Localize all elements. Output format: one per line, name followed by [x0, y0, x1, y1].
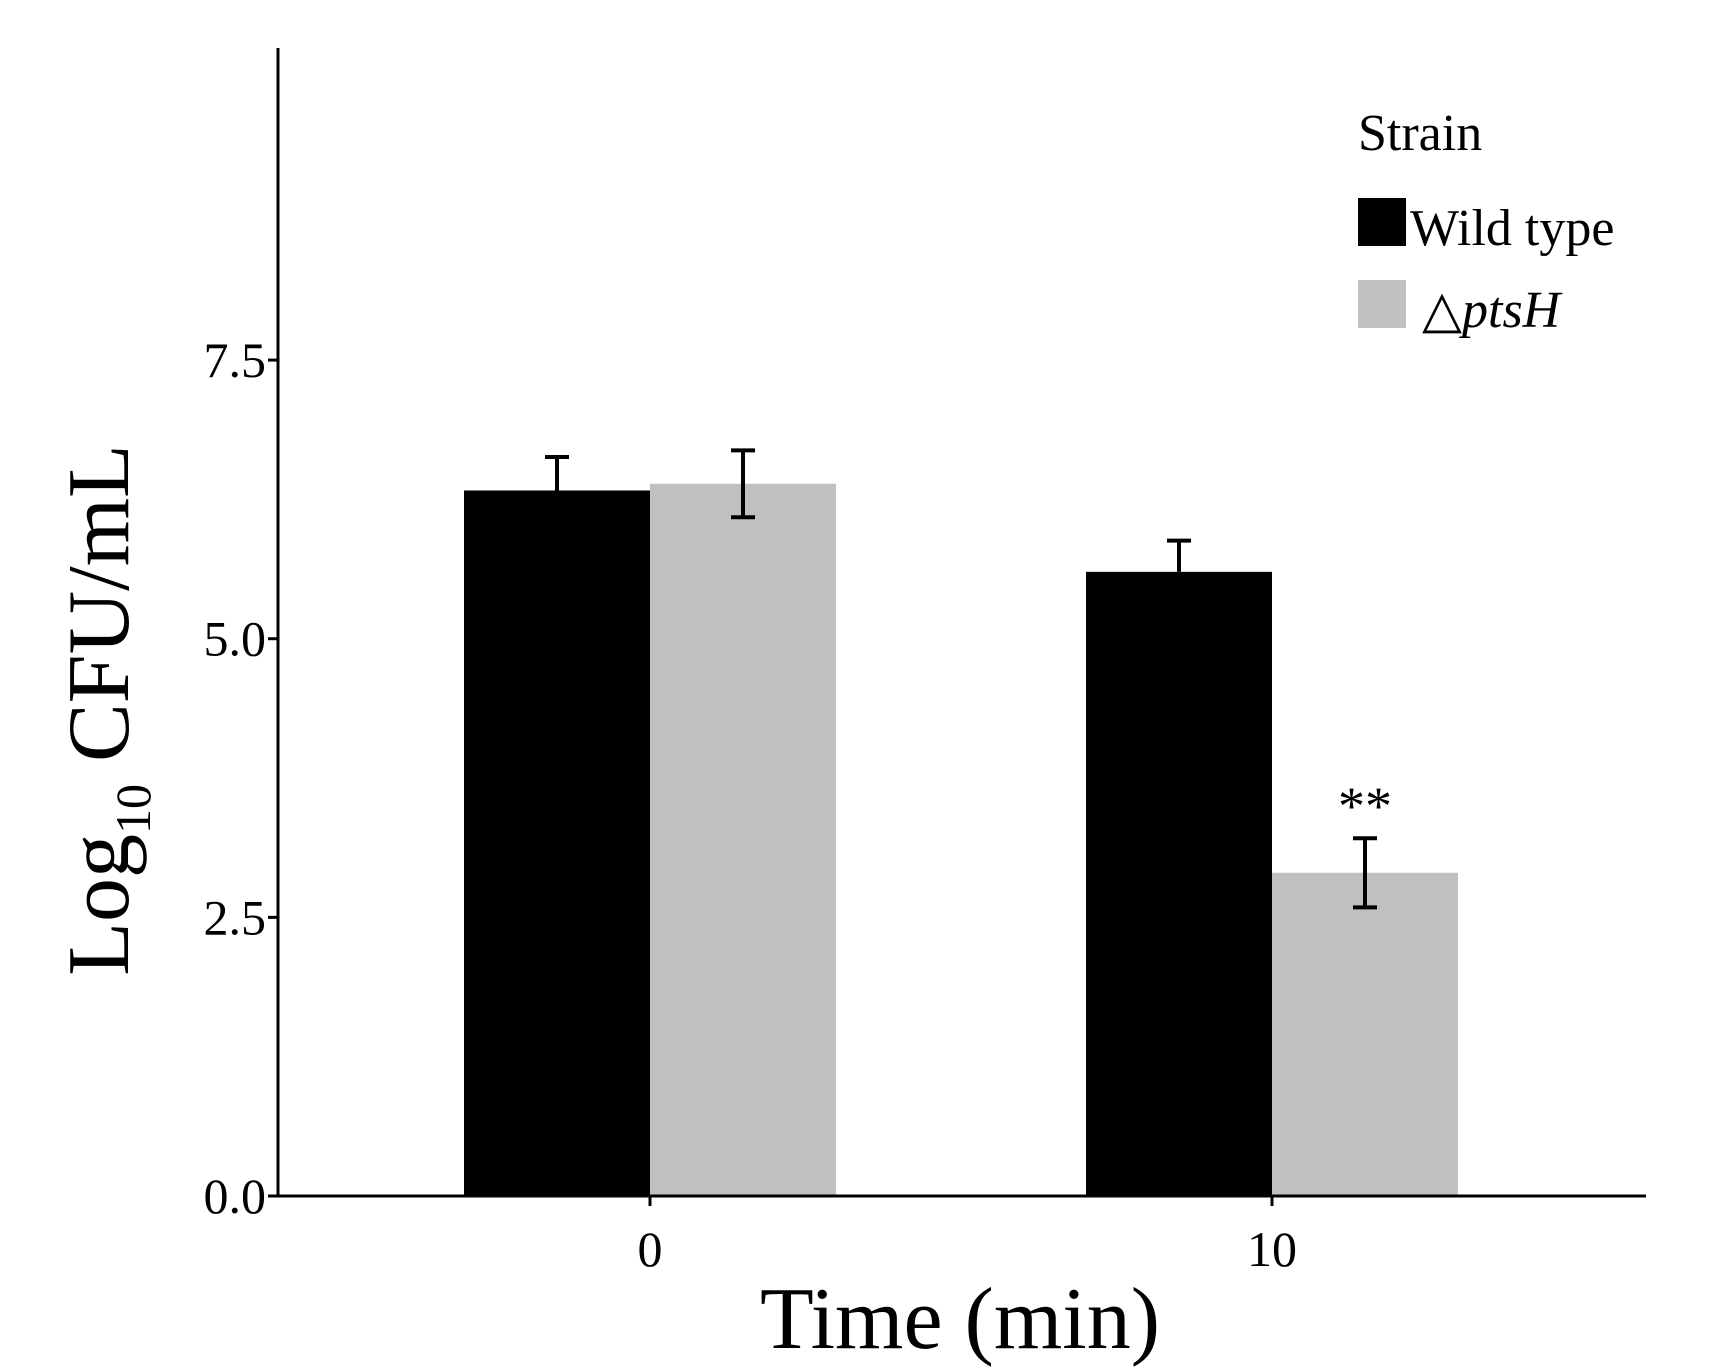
legend-label-ptsh-symbol: △: [1422, 282, 1462, 339]
bar-series0-cat0: [464, 490, 650, 1196]
y-axis-label-subscript: 10: [105, 784, 161, 834]
y-tick-label: 0.0: [204, 1168, 267, 1224]
bars-group: [464, 483, 1458, 1196]
y-axis-label: Log10 CFU/mL: [51, 444, 161, 976]
legend-label-ptsh: △ptsH: [1422, 282, 1563, 339]
legend-swatch-ptsh: [1358, 280, 1406, 328]
error-bar-series1-cat1: [1353, 836, 1377, 910]
bar-series1-cat0: [650, 483, 836, 1196]
legend-label-ptsh-italic: ptsH: [1458, 282, 1563, 339]
y-ticks-group: 0.0 2.5 5.0 7.5: [204, 332, 278, 1224]
error-bar-series1-cat0: [731, 448, 755, 520]
x-ticks-group: 0 10: [638, 1196, 1297, 1277]
y-tick-label: 5.0: [204, 611, 267, 667]
bar-series1-cat1: [1272, 872, 1458, 1196]
legend-swatch-wild-type: [1358, 198, 1406, 246]
significance-annotation: **: [1338, 776, 1392, 836]
annotations-group: **: [1338, 776, 1392, 836]
error-bars-group: [545, 448, 1377, 910]
bar-series0-cat1: [1086, 571, 1272, 1196]
legend: Strain Wild type △ptsH: [1358, 105, 1614, 339]
y-axis-label-rest: CFU/mL: [51, 444, 148, 784]
y-axis-label-main: Log: [51, 834, 148, 976]
x-tick-label: 10: [1247, 1221, 1297, 1277]
legend-title: Strain: [1358, 105, 1482, 162]
x-tick-label: 0: [638, 1221, 663, 1277]
error-bar-series0-cat1: [1167, 538, 1191, 572]
legend-label-wild-type-text: Wild type: [1410, 200, 1614, 257]
y-tick-label: 2.5: [204, 889, 267, 945]
error-bar-series0-cat0: [545, 455, 569, 491]
y-tick-label: 7.5: [204, 332, 267, 388]
axes-group: [276, 48, 1646, 1198]
legend-label-wild-type: Wild type: [1410, 200, 1614, 257]
x-axis-label: Time (min): [760, 1271, 1160, 1368]
